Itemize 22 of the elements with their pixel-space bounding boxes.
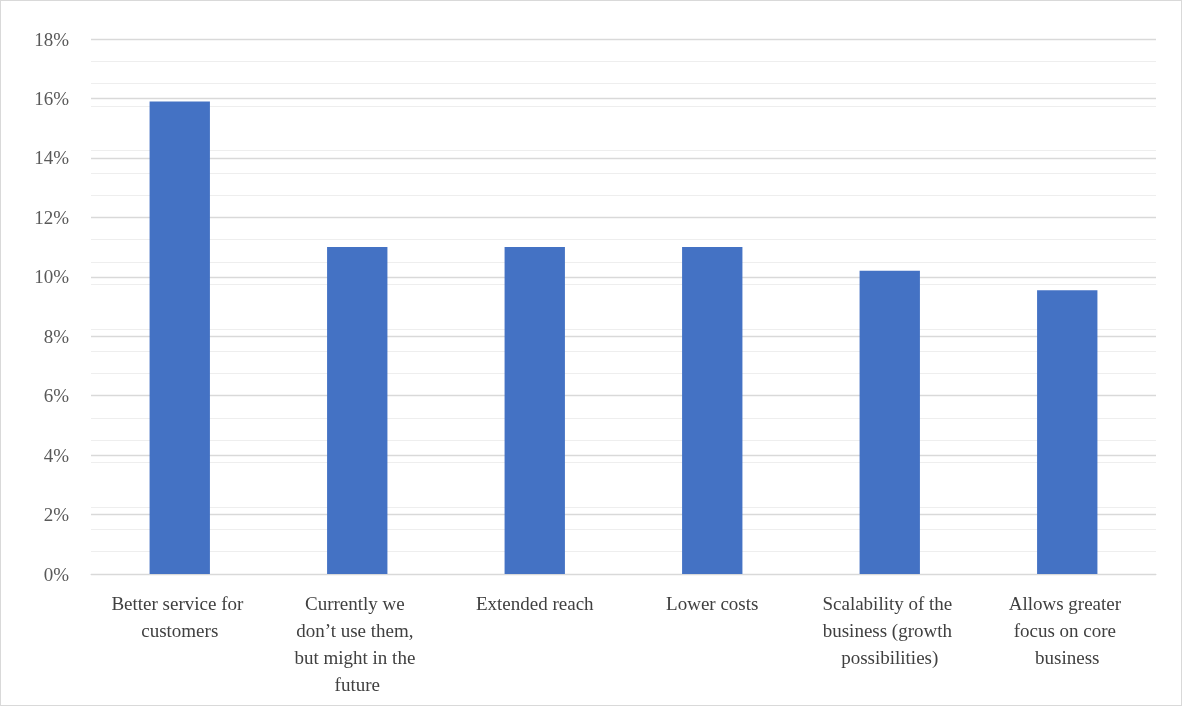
y-tick-label: 0%: [43, 563, 70, 585]
x-tick-label: Lower costs: [666, 593, 759, 614]
x-tick-label: Extended reach: [475, 593, 595, 614]
y-tick-label: 14%: [34, 147, 70, 169]
y-tick-label: 2%: [43, 504, 70, 526]
bar: [859, 270, 920, 574]
y-tick-label: 18%: [34, 28, 70, 50]
y-tick-label: 8%: [43, 325, 70, 347]
y-tick-label: 10%: [34, 266, 70, 288]
x-tick-label: Allows greater focus on core business: [1008, 593, 1126, 668]
bar: [149, 101, 210, 574]
x-tick-label: Better service for customers: [111, 593, 249, 641]
y-tick-label: 6%: [43, 385, 70, 407]
y-tick-label: 12%: [34, 206, 70, 228]
bar: [682, 247, 743, 574]
y-tick-label: 16%: [34, 87, 70, 109]
bar: [327, 247, 388, 574]
y-tick-label: 4%: [43, 444, 70, 466]
bar: [1037, 290, 1098, 574]
x-tick-label: Scalability of the business (growth possibilities): [822, 593, 958, 669]
bar: [504, 247, 565, 574]
x-tick-label: Currently we don’t use them, but might in the future: [294, 593, 421, 695]
